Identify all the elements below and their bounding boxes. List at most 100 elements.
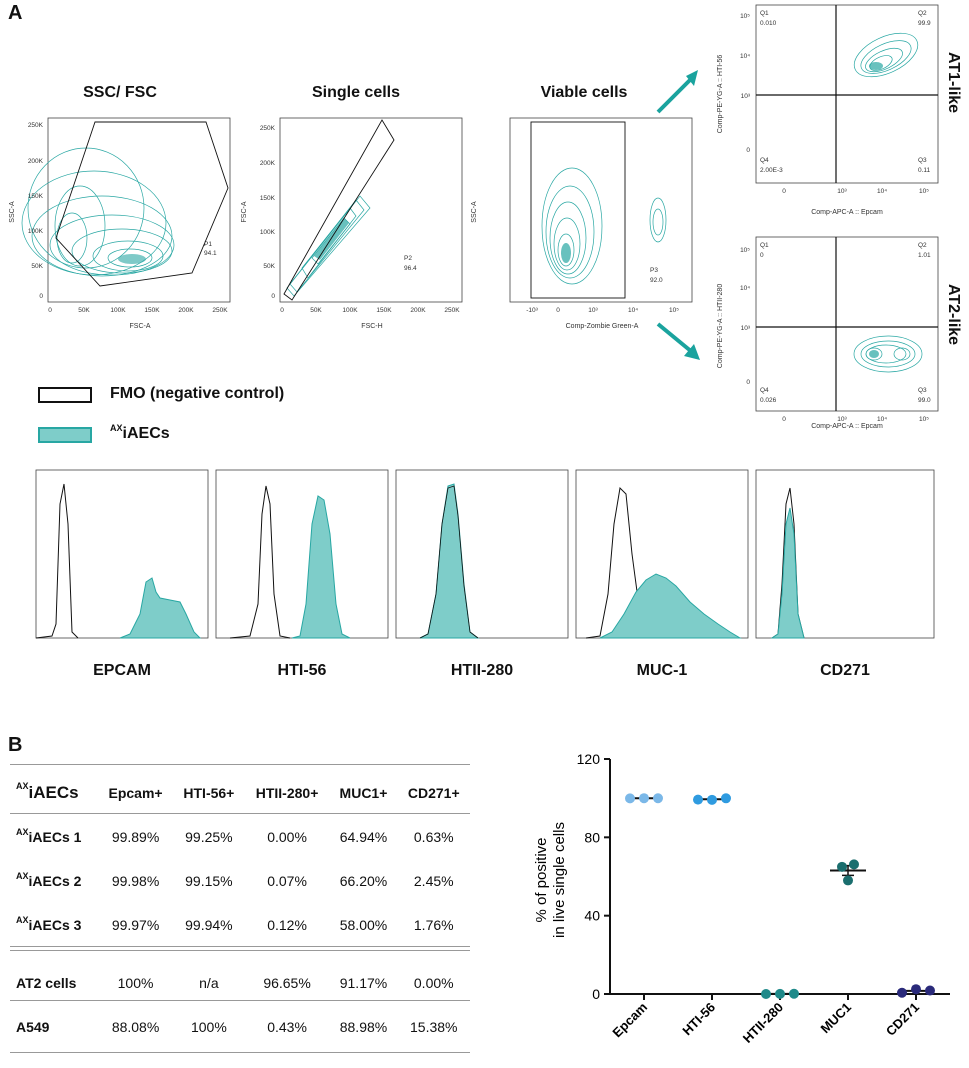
arrow-up-icon: [656, 76, 694, 114]
ytick: 0: [746, 147, 750, 154]
legend-sample-text: iAECs: [122, 425, 170, 442]
y-axis-label: FSC-A: [241, 201, 248, 222]
xtick: 150K: [144, 307, 160, 314]
results-table: AXiAECs Epcam+ HTI-56+ HTII-280+ MUC1+ C…: [10, 771, 470, 1049]
table-row-label: A549: [16, 1019, 50, 1035]
histogram-muc-1: [575, 469, 749, 639]
table-cell: 99.94%: [185, 917, 233, 933]
y-axis-label: SSC-A: [9, 201, 16, 223]
table-row: A549 88.08% 100% 0.43% 88.98% 15.38%: [10, 1005, 470, 1049]
q2: Q2: [918, 242, 927, 249]
xtick: 0: [782, 188, 786, 195]
hist-label-cd271: CD271: [820, 662, 870, 679]
ytick: 200K: [260, 160, 276, 167]
table-cell: 0.07%: [267, 873, 307, 889]
xtick: 0: [48, 307, 52, 314]
q4: Q4: [760, 157, 769, 164]
q4-value: 0.026: [760, 397, 777, 404]
y-axis-label-line1: % of positive: [533, 837, 550, 922]
y-axis-label-line2: in live single cells: [551, 822, 568, 938]
data-point: [625, 793, 635, 804]
table-cell: 1.76%: [413, 917, 454, 933]
y-axis-label: SSC-A: [471, 201, 478, 223]
legend-fmo-swatch: [38, 387, 92, 403]
xtick: 50K: [78, 307, 90, 314]
q2: Q2: [918, 10, 927, 17]
x-axis-label: Comp-Zombie Green-A: [566, 323, 639, 330]
data-point: [925, 985, 935, 996]
ytick: 150K: [28, 193, 44, 200]
gating-plot-single-cells: P2 96.4 250K 200K 150K 100K 50K 0 0 50K …: [241, 117, 463, 330]
table-header-row: AXiAECs Epcam+ HTI-56+ HTII-280+ MUC1+ C…: [10, 771, 470, 815]
gating-plot-ssc-fsc: P1 94.1 250K 200K 150K 100K 50K 0 0 50K …: [9, 117, 231, 330]
x-axis-label: FSC-A: [130, 323, 151, 330]
data-point: [789, 988, 799, 999]
table-row: AXiAECs 3 99.97% 99.94% 0.12% 58.00% 1.7…: [10, 903, 470, 947]
gate-title-ssc-fsc: SSC/ FSC: [83, 84, 157, 101]
xtick: 10⁵: [919, 188, 929, 195]
table-header-cell: Epcam+: [108, 785, 163, 801]
xtick: 10⁵: [919, 416, 929, 423]
table-cell: 91.17%: [339, 975, 388, 991]
table-mid-rule-2: [10, 950, 470, 951]
table-cell: 99.25%: [185, 829, 233, 845]
ytick: 200K: [28, 158, 44, 165]
at1-like-label: AT1-like: [945, 52, 962, 114]
panel-letter-b: B: [8, 734, 23, 756]
data-point: [775, 988, 785, 999]
ytick: 0: [271, 293, 275, 300]
table-cell: 100%: [117, 975, 154, 991]
gate-p2-pct: 96.4: [404, 265, 417, 272]
ytick: 100K: [260, 229, 276, 236]
data-point: [849, 859, 859, 870]
table-cell: 88.08%: [111, 1019, 160, 1035]
x-tick-label: Epcam: [609, 1000, 650, 1041]
table-header-cell: MUC1+: [339, 785, 388, 801]
ytick: 0: [746, 379, 750, 386]
data-point: [653, 793, 663, 804]
xtick: 10³: [588, 307, 598, 314]
q2-value: 1.01: [918, 252, 931, 259]
table-row: AT2 cells 100% n/a 96.65% 91.17% 0.00%: [10, 961, 470, 1005]
table-cell: 96.65%: [263, 975, 311, 991]
ytick: 0: [39, 293, 43, 300]
xtick: 0: [280, 307, 284, 314]
xtick: 200K: [178, 307, 194, 314]
xtick: 0: [556, 307, 560, 314]
q3-value: 0.11: [918, 167, 931, 174]
q1-value: 0: [760, 252, 764, 259]
hist-label-muc-1: MUC-1: [636, 662, 688, 679]
hist-label-htii-280: HTII-280: [450, 662, 514, 679]
ytick: 10³: [741, 325, 751, 332]
histogram-htii-280: [395, 469, 569, 639]
table-cell: 88.98%: [339, 1019, 388, 1035]
table-row: AXiAECs 2 99.98% 99.15% 0.07% 66.20% 2.4…: [10, 859, 470, 903]
table-header-rule: [10, 813, 470, 814]
gate-p1-pct: 94.1: [204, 250, 217, 257]
arrows: [656, 70, 700, 360]
y-tick-label: 40: [584, 908, 600, 924]
xtick: 10³: [837, 188, 847, 195]
gate-p1: P1: [204, 241, 212, 248]
hist-label-epcam: EPCAM: [93, 662, 151, 679]
table-header-cell: AXiAECs: [16, 781, 79, 802]
gate-p3-pct: 92.0: [650, 277, 663, 284]
xtick: 10³: [837, 416, 847, 423]
xtick: 10⁵: [669, 307, 679, 314]
y-tick-label: 0: [592, 986, 600, 1002]
x-tick-label: HTI-56: [679, 1000, 718, 1039]
q4-value: 2.00E-3: [760, 167, 783, 174]
gate-p2: P2: [404, 255, 412, 262]
table-header-cell: HTII-280+: [255, 785, 319, 801]
ytick: 10⁴: [740, 53, 750, 60]
gate-title-viable-cells: Viable cells: [540, 84, 628, 101]
table-cell: 99.97%: [111, 917, 160, 933]
xtick: 100K: [342, 307, 358, 314]
q2-value: 99.9: [918, 20, 931, 27]
ytick: 10⁴: [740, 285, 750, 292]
q3: Q3: [918, 387, 927, 394]
histogram-hti-56: [215, 469, 389, 639]
table-cell: 99.98%: [111, 873, 160, 889]
table-cell: 15.38%: [410, 1019, 458, 1035]
x-axis-label: Comp-APC-A :: Epcam: [811, 209, 883, 216]
